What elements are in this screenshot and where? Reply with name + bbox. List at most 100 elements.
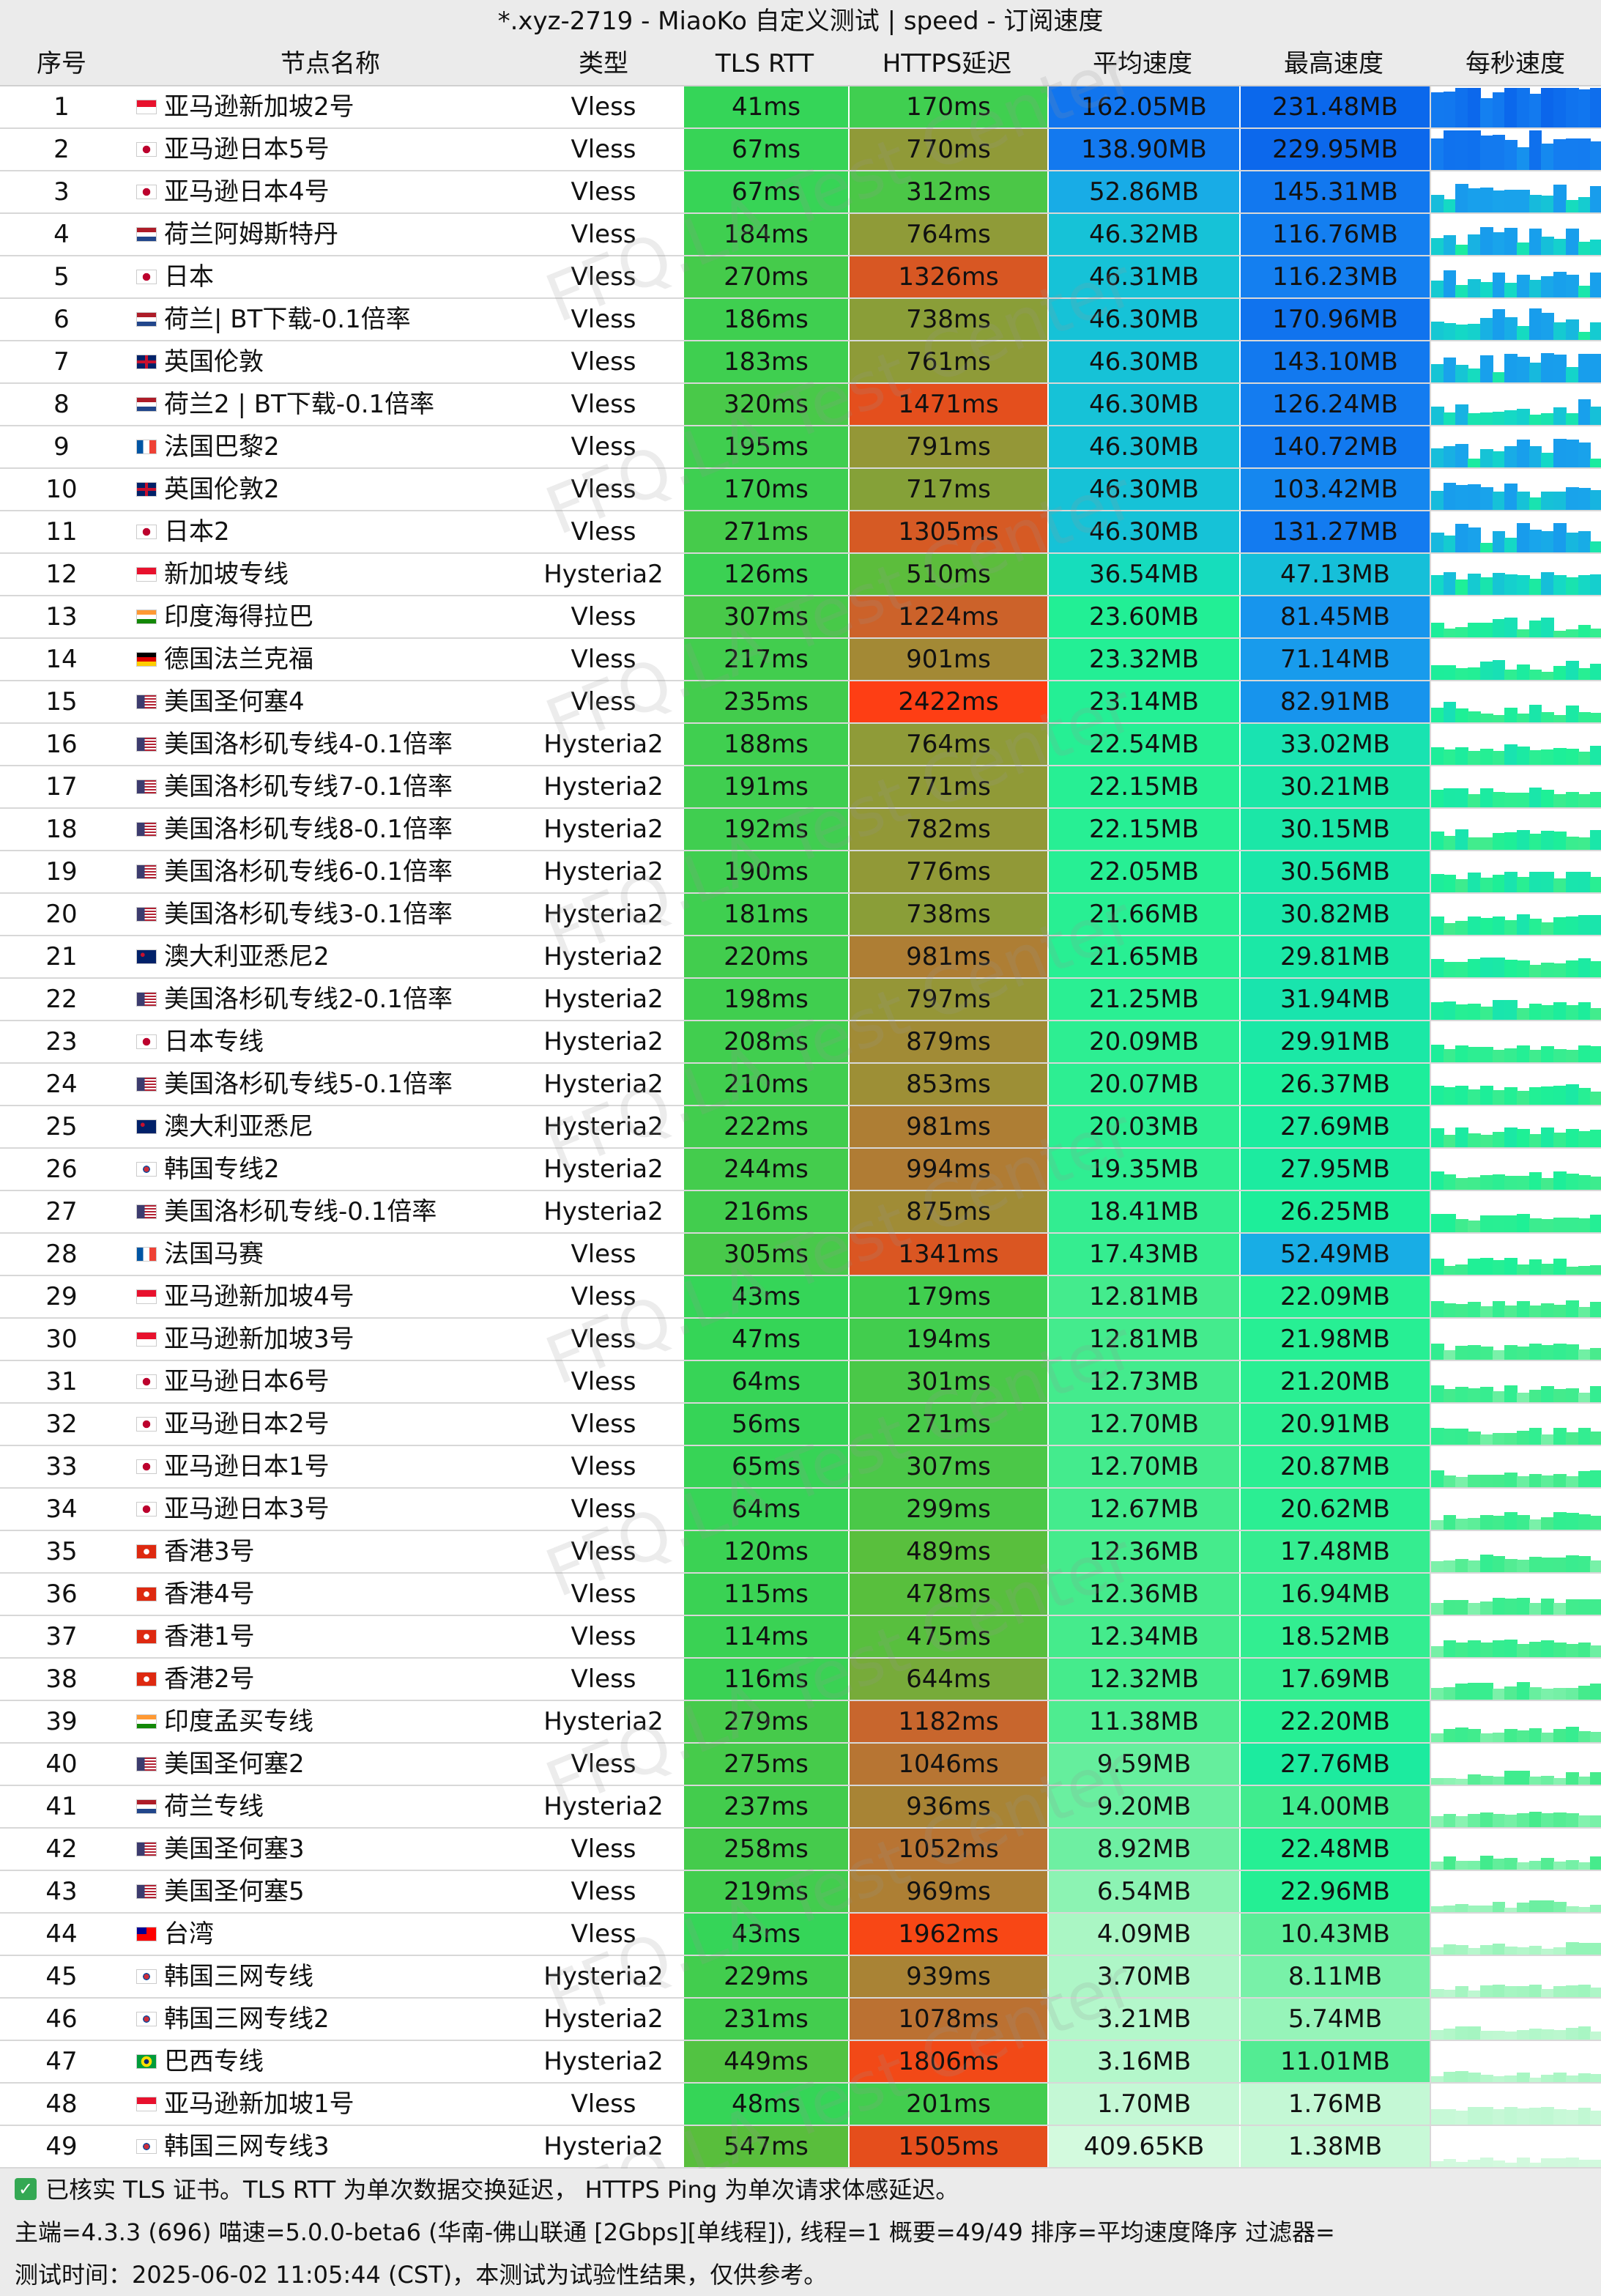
table-row[interactable]: 49 韩国三网专线3 Hysteria2 547ms 1505ms 409.65KB 1.3…: [0, 2126, 1601, 2169]
col-index[interactable]: 序号: [37, 49, 86, 78]
row-tls-rtt: 191ms: [683, 766, 848, 807]
col-node-name[interactable]: 节点名称: [281, 49, 380, 78]
speed-bar: [1492, 2031, 1506, 2040]
speed-bar: [1590, 458, 1601, 467]
table-row[interactable]: 24 美国洛杉矶专线5-0.1倍率 Hysteria2 210ms 853ms 20.07…: [0, 1064, 1601, 1106]
table-row[interactable]: 16 美国洛杉矶专线4-0.1倍率 Hysteria2 188ms 764ms 22.54…: [0, 724, 1601, 766]
table-row[interactable]: 33 亚马逊日本1号 Vless 65ms 307ms 12.70MB 20.87MB: [0, 1446, 1601, 1489]
table-row[interactable]: 44 台湾 Vless 43ms 1962ms 4.09MB 10.43MB: [0, 1914, 1601, 1956]
table-row[interactable]: 10 英国伦敦2 Vless 170ms 717ms 46.30MB 103.42MB: [0, 469, 1601, 511]
table-row[interactable]: 45 韩国三网专线 Hysteria2 229ms 939ms 3.70MB 8.11MB: [0, 1956, 1601, 1999]
table-row[interactable]: 47 巴西专线 Hysteria2 449ms 1806ms 3.16MB 11.01MB: [0, 2041, 1601, 2084]
table-row[interactable]: 32 亚马逊日本2号 Vless 56ms 271ms 12.70MB 20.91MB: [0, 1404, 1601, 1446]
table-row[interactable]: 34 亚马逊日本3号 Vless 64ms 299ms 12.67MB 20.62MB: [0, 1489, 1601, 1531]
table-row[interactable]: 8 荷兰2 | BT下载-0.1倍率 Vless 320ms 1471ms 46.30MB…: [0, 384, 1601, 426]
table-row[interactable]: 1 亚马逊新加坡2号 Vless 41ms 170ms 162.05MB 231.48MB: [0, 86, 1601, 129]
speed-bar: [1565, 1049, 1579, 1062]
table-row[interactable]: 21 澳大利亚悉尼2 Hysteria2 220ms 981ms 21.65MB 29.81…: [0, 936, 1601, 979]
table-row[interactable]: 14 德国法兰克福 Vless 217ms 901ms 23.32MB 71.14MB: [0, 639, 1601, 681]
table-row[interactable]: 40 美国圣何塞2 Vless 275ms 1046ms 9.59MB 27.76MB: [0, 1744, 1601, 1786]
speed-bar: [1565, 2028, 1579, 2040]
speed-bar: [1468, 188, 1481, 212]
row-index: 45: [45, 1962, 78, 1991]
row-speed-sparkline: [1430, 766, 1601, 807]
table-row[interactable]: 26 韩国专线2 Hysteria2 244ms 994ms 19.35MB 27.95MB: [0, 1149, 1601, 1191]
table-row[interactable]: 4 荷兰阿姆斯特丹 Vless 184ms 764ms 46.32MB 116.76MB: [0, 214, 1601, 256]
speed-bar: [1590, 239, 1601, 255]
speed-bar: [1541, 492, 1555, 510]
col-https-latency[interactable]: HTTPS延迟: [882, 49, 1012, 78]
speed-bar: [1528, 704, 1542, 722]
table-row[interactable]: 18 美国洛杉矶专线8-0.1倍率 Hysteria2 192ms 782ms 22.15…: [0, 809, 1601, 851]
row-index: 16: [45, 730, 78, 759]
node-name-text: 香港1号: [164, 1622, 255, 1651]
row-tls-rtt: 47ms: [683, 1319, 848, 1360]
table-row[interactable]: 12 新加坡专线 Hysteria2 126ms 510ms 36.54MB 47.13MB: [0, 554, 1601, 596]
table-row[interactable]: 2 亚马逊日本5号 Vless 67ms 770ms 138.90MB 229.95MB: [0, 129, 1601, 171]
table-row[interactable]: 42 美国圣何塞3 Vless 258ms 1052ms 8.92MB 22.48MB: [0, 1829, 1601, 1871]
speed-bar: [1553, 438, 1567, 467]
row-max-speed: 116.76MB: [1239, 214, 1430, 255]
table-row[interactable]: 5 日本 Vless 270ms 1326ms 46.31MB 116.23MB: [0, 256, 1601, 299]
table-row[interactable]: 9 法国巴黎2 Vless 195ms 791ms 46.30MB 140.72MB: [0, 426, 1601, 469]
row-node-name: 亚马逊新加坡1号: [136, 2084, 524, 2125]
table-row[interactable]: 28 法国马赛 Vless 305ms 1341ms 17.43MB 52.49MB: [0, 1234, 1601, 1276]
table-row[interactable]: 31 亚马逊日本6号 Vless 64ms 301ms 12.73MB 21.20MB: [0, 1361, 1601, 1404]
node-name-text: 亚马逊日本1号: [164, 1452, 330, 1481]
row-avg-speed: 22.05MB: [1047, 851, 1239, 892]
speed-bar: [1578, 197, 1591, 212]
table-row[interactable]: 35 香港3号 Vless 120ms 489ms 12.36MB 17.48MB: [0, 1531, 1601, 1574]
speed-bar: [1468, 1089, 1481, 1105]
row-https-latency: 1224ms: [848, 596, 1047, 637]
table-row[interactable]: 46 韩国三网专线2 Hysteria2 231ms 1078ms 3.21MB 5.74M…: [0, 1999, 1601, 2041]
table-row[interactable]: 37 香港1号 Vless 114ms 475ms 12.34MB 18.52MB: [0, 1616, 1601, 1659]
table-row[interactable]: 13 印度海得拉巴 Vless 307ms 1224ms 23.60MB 81.45MB: [0, 596, 1601, 639]
table-row[interactable]: 7 英国伦敦 Vless 183ms 761ms 46.30MB 143.10MB: [0, 341, 1601, 384]
footer-line-1: ✓ 已核实 TLS 证书。TLS RTT 为单次数据交换延迟， HTTPS Pin…: [15, 2169, 959, 2211]
table-row[interactable]: 11 日本2 Vless 271ms 1305ms 46.30MB 131.27MB: [0, 511, 1601, 554]
table-row[interactable]: 38 香港2号 Vless 116ms 644ms 12.32MB 17.69MB: [0, 1659, 1601, 1701]
table-row[interactable]: 20 美国洛杉矶专线3-0.1倍率 Hysteria2 181ms 738ms 21.66…: [0, 894, 1601, 936]
table-row[interactable]: 41 荷兰专线 Hysteria2 237ms 936ms 9.20MB 14.00MB: [0, 1786, 1601, 1829]
table-row[interactable]: 23 日本专线 Hysteria2 208ms 879ms 20.09MB 29.91MB: [0, 1021, 1601, 1064]
speed-bar: [1504, 1306, 1518, 1317]
table-row[interactable]: 36 香港4号 Vless 115ms 478ms 12.36MB 16.94MB: [0, 1574, 1601, 1616]
table-row[interactable]: 27 美国洛杉矶专线-0.1倍率 Hysteria2 216ms 875ms 18.41M…: [0, 1191, 1601, 1234]
window-title: *.xyz-2719 - MiaoKo 自定义测试 | speed - 订阅速度: [0, 0, 1601, 42]
row-type: Hysteria2: [543, 1792, 664, 1821]
speed-bar: [1492, 1215, 1506, 1232]
col-max-speed[interactable]: 最高速度: [1284, 49, 1383, 78]
col-per-second-speed[interactable]: 每秒速度: [1466, 49, 1565, 78]
table-row[interactable]: 22 美国洛杉矶专线2-0.1倍率 Hysteria2 198ms 797ms 21.25…: [0, 979, 1601, 1021]
speed-bar: [1541, 712, 1555, 722]
col-type[interactable]: 类型: [579, 49, 628, 78]
speed-bar: [1517, 1476, 1530, 1487]
speed-bar: [1541, 749, 1555, 765]
row-type: Hysteria2: [543, 1112, 664, 1141]
speed-bar: [1479, 877, 1493, 892]
speed-bar: [1590, 354, 1601, 382]
table-row[interactable]: 30 亚马逊新加坡3号 Vless 47ms 194ms 12.81MB 21.98MB: [0, 1319, 1601, 1361]
speed-bar: [1528, 1557, 1542, 1572]
table-row[interactable]: 48 亚马逊新加坡1号 Vless 48ms 201ms 1.70MB 1.76MB: [0, 2084, 1601, 2126]
speed-bar: [1455, 2026, 1469, 2040]
table-row[interactable]: 43 美国圣何塞5 Vless 219ms 969ms 6.54MB 22.96MB: [0, 1871, 1601, 1914]
table-row[interactable]: 15 美国圣何塞4 Vless 235ms 2422ms 23.14MB 82.91MB: [0, 681, 1601, 724]
table-row[interactable]: 17 美国洛杉矶专线7-0.1倍率 Hysteria2 191ms 771ms 22.15…: [0, 766, 1601, 809]
speed-bar: [1431, 195, 1444, 212]
row-tls-rtt: 67ms: [683, 129, 848, 170]
table-row[interactable]: 29 亚马逊新加坡4号 Vless 43ms 179ms 12.81MB 22.09MB: [0, 1276, 1601, 1319]
row-speed-sparkline: [1430, 1531, 1601, 1572]
table-row[interactable]: 25 澳大利亚悉尼 Hysteria2 222ms 981ms 20.03MB 27.69M…: [0, 1106, 1601, 1149]
speed-bar: [1590, 141, 1601, 170]
table-row[interactable]: 19 美国洛杉矶专线6-0.1倍率 Hysteria2 190ms 776ms 22.05…: [0, 851, 1601, 894]
table-row[interactable]: 3 亚马逊日本4号 Vless 67ms 312ms 52.86MB 145.31MB: [0, 171, 1601, 214]
speed-bar: [1431, 1603, 1444, 1615]
col-avg-speed[interactable]: 平均速度: [1093, 49, 1192, 78]
speed-bar: [1443, 1086, 1457, 1105]
table-row[interactable]: 6 荷兰| BT下载-0.1倍率 Vless 186ms 738ms 46.30MB 170…: [0, 299, 1601, 341]
row-https-latency: 770ms: [848, 129, 1047, 170]
col-tls-rtt[interactable]: TLS RTT: [715, 49, 814, 78]
table-row[interactable]: 39 印度孟买专线 Hysteria2 279ms 1182ms 11.38MB 22.20…: [0, 1701, 1601, 1744]
speed-bar: [1479, 917, 1493, 935]
